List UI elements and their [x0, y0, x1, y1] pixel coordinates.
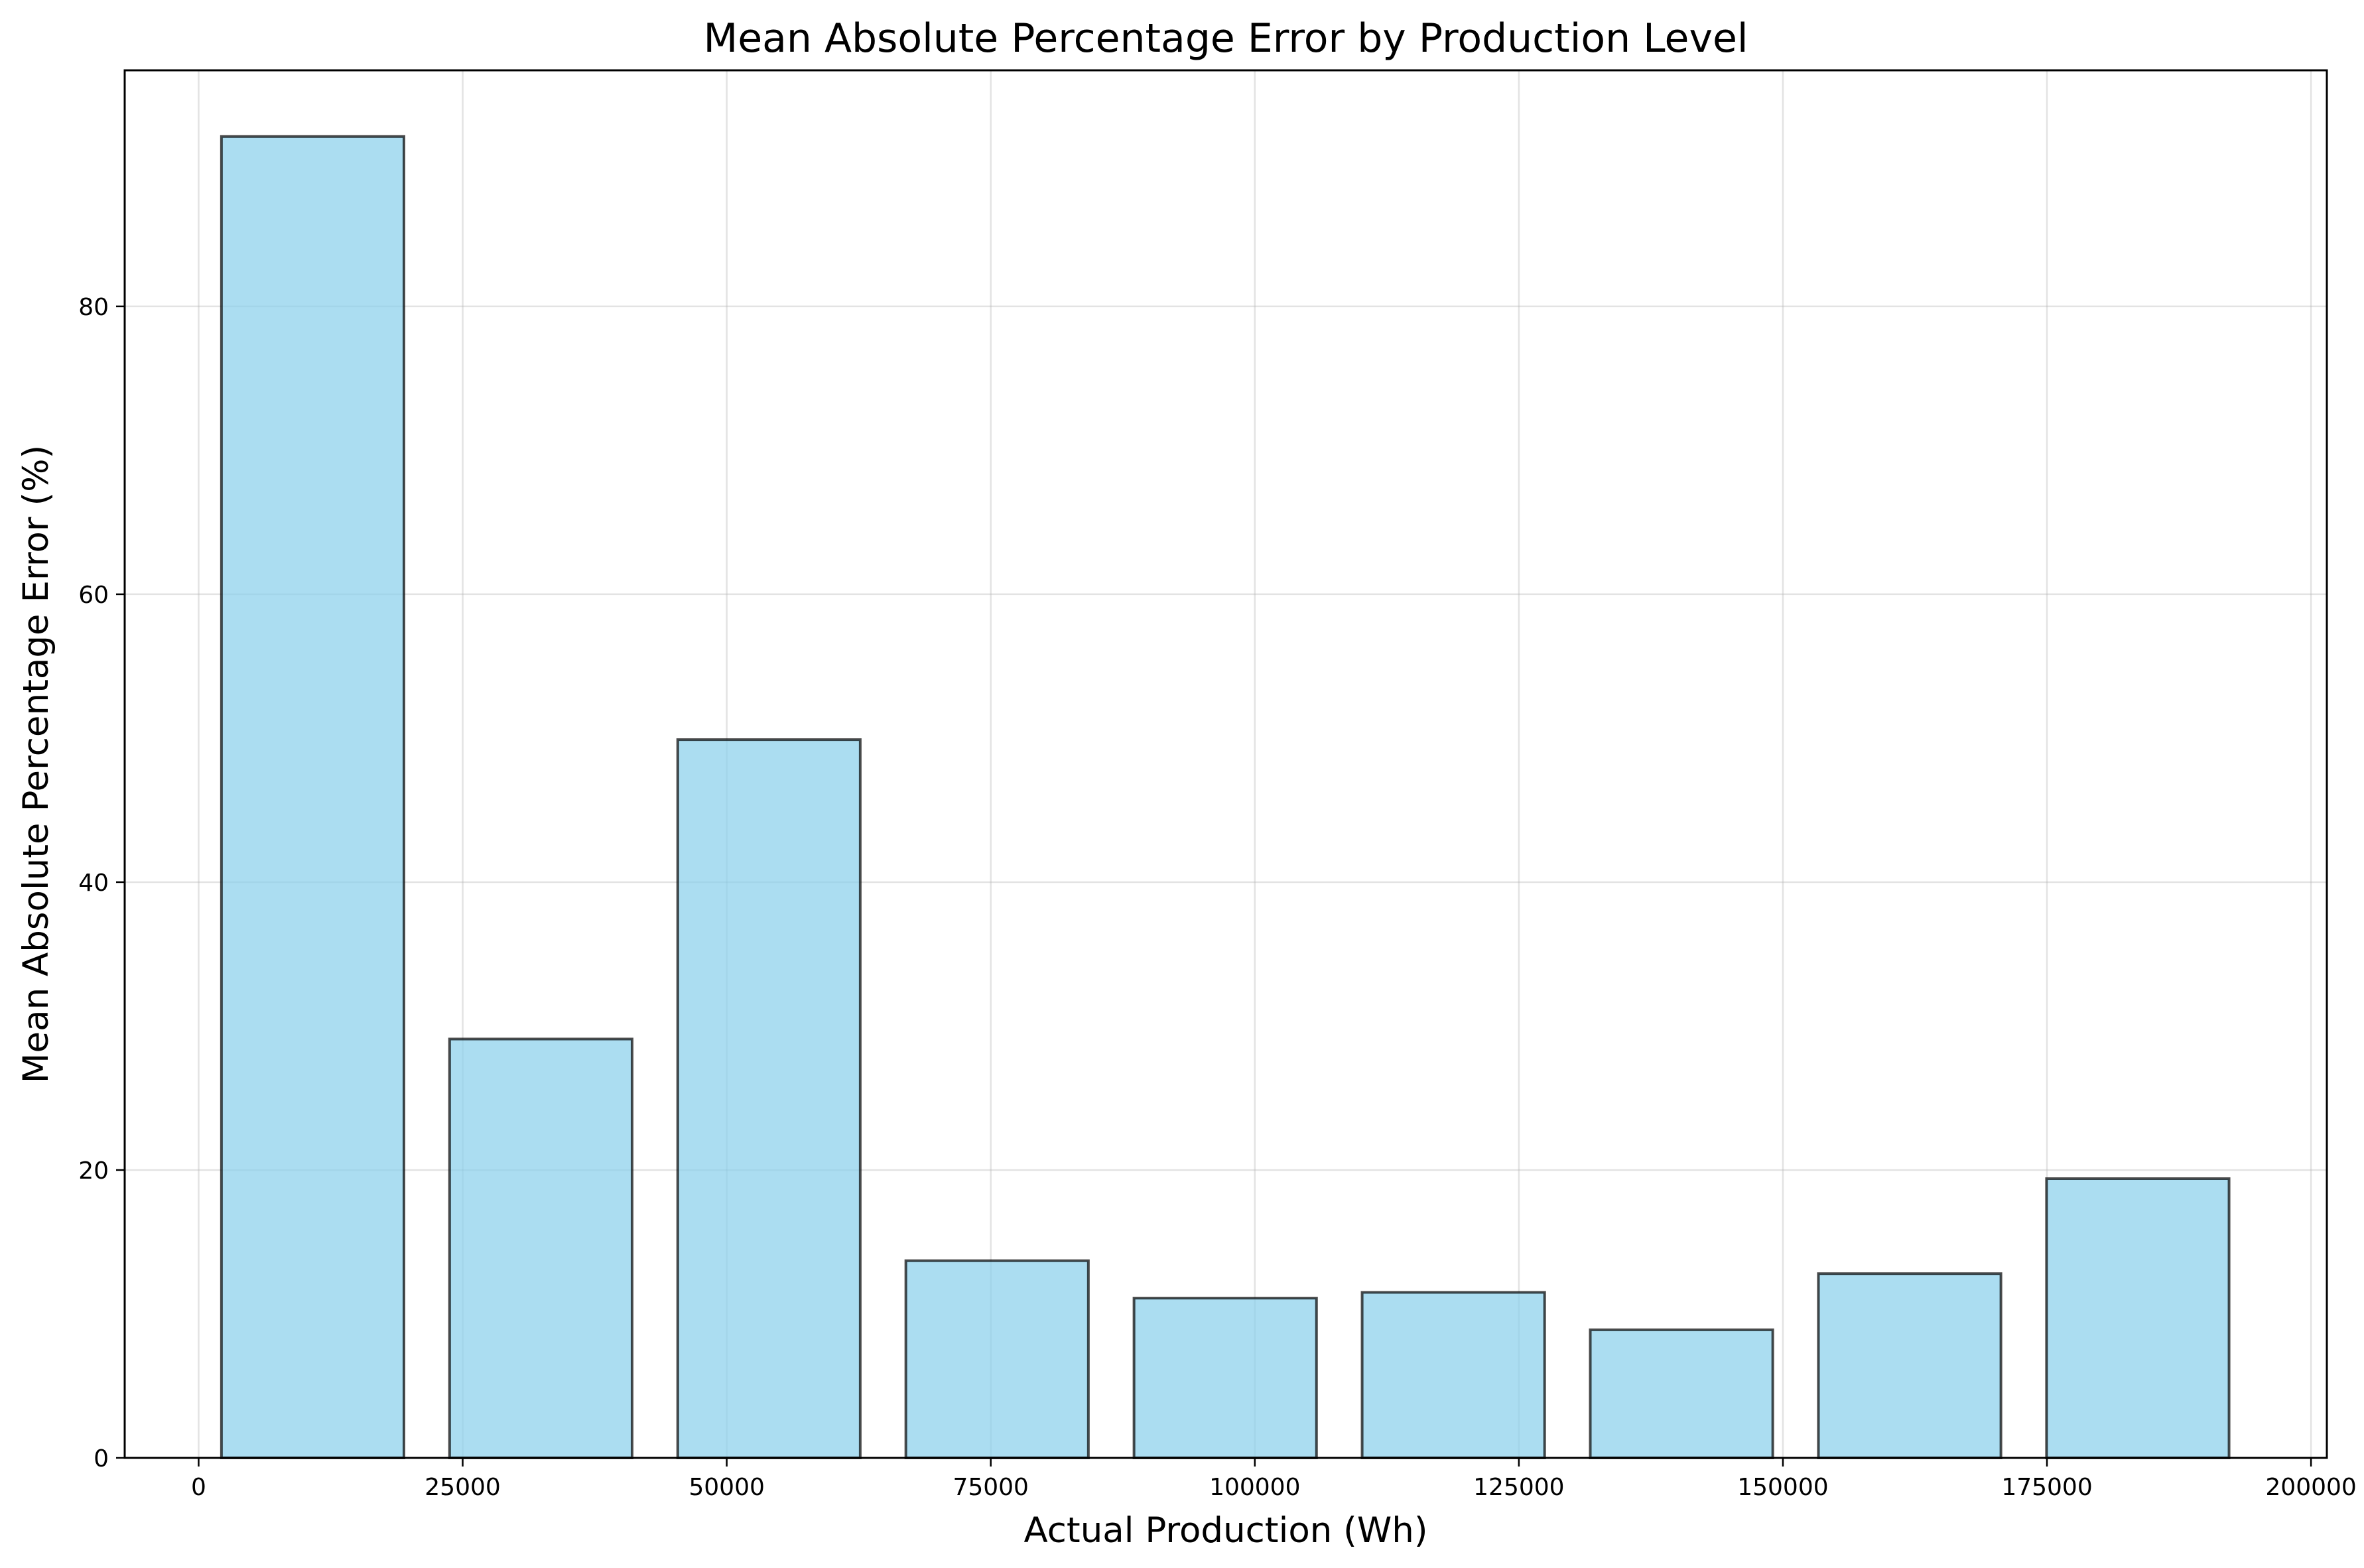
- bar-1: [448, 1037, 633, 1459]
- x-tick-label: 0: [191, 1474, 206, 1501]
- bar-8: [2045, 1177, 2231, 1459]
- x-tick-label: 175000: [2001, 1474, 2092, 1501]
- y-axis-ticks: 0 20 40 60 80: [78, 294, 125, 1472]
- x-tick-label: 25000: [425, 1474, 501, 1501]
- x-tick-label: 125000: [1473, 1474, 1564, 1501]
- x-tick-label: 150000: [1737, 1474, 1828, 1501]
- y-tick-label: 40: [78, 870, 109, 897]
- x-axis-ticks: 0 25000 50000 75000 100000 125000 150000 175000…: [191, 1458, 2357, 1501]
- x-tick-label: 50000: [689, 1474, 765, 1501]
- y-axis-label: Mean Absolute Percentage Error (%): [16, 445, 56, 1084]
- y-tick-label: 60: [78, 582, 109, 609]
- bar-3: [904, 1259, 1090, 1460]
- bar-4: [1132, 1297, 1318, 1460]
- y-tick-label: 80: [78, 294, 109, 321]
- y-tick-label: 0: [94, 1445, 109, 1472]
- bar-5: [1360, 1291, 1546, 1459]
- y-tick-label: 20: [78, 1157, 109, 1185]
- bar-0: [220, 135, 406, 1460]
- x-tick-label: 200000: [2265, 1474, 2356, 1501]
- bars: [220, 135, 2231, 1460]
- x-axis-label: Actual Production (Wh): [1023, 1510, 1427, 1551]
- x-tick-label: 100000: [1209, 1474, 1300, 1501]
- bar-7: [1817, 1272, 2003, 1460]
- chart-title: Mean Absolute Percentage Error by Produc…: [703, 15, 1748, 62]
- bar-2: [676, 738, 862, 1459]
- bar-6: [1589, 1328, 1774, 1459]
- plot-frame: [123, 69, 2328, 1459]
- x-tick-label: 75000: [952, 1474, 1029, 1501]
